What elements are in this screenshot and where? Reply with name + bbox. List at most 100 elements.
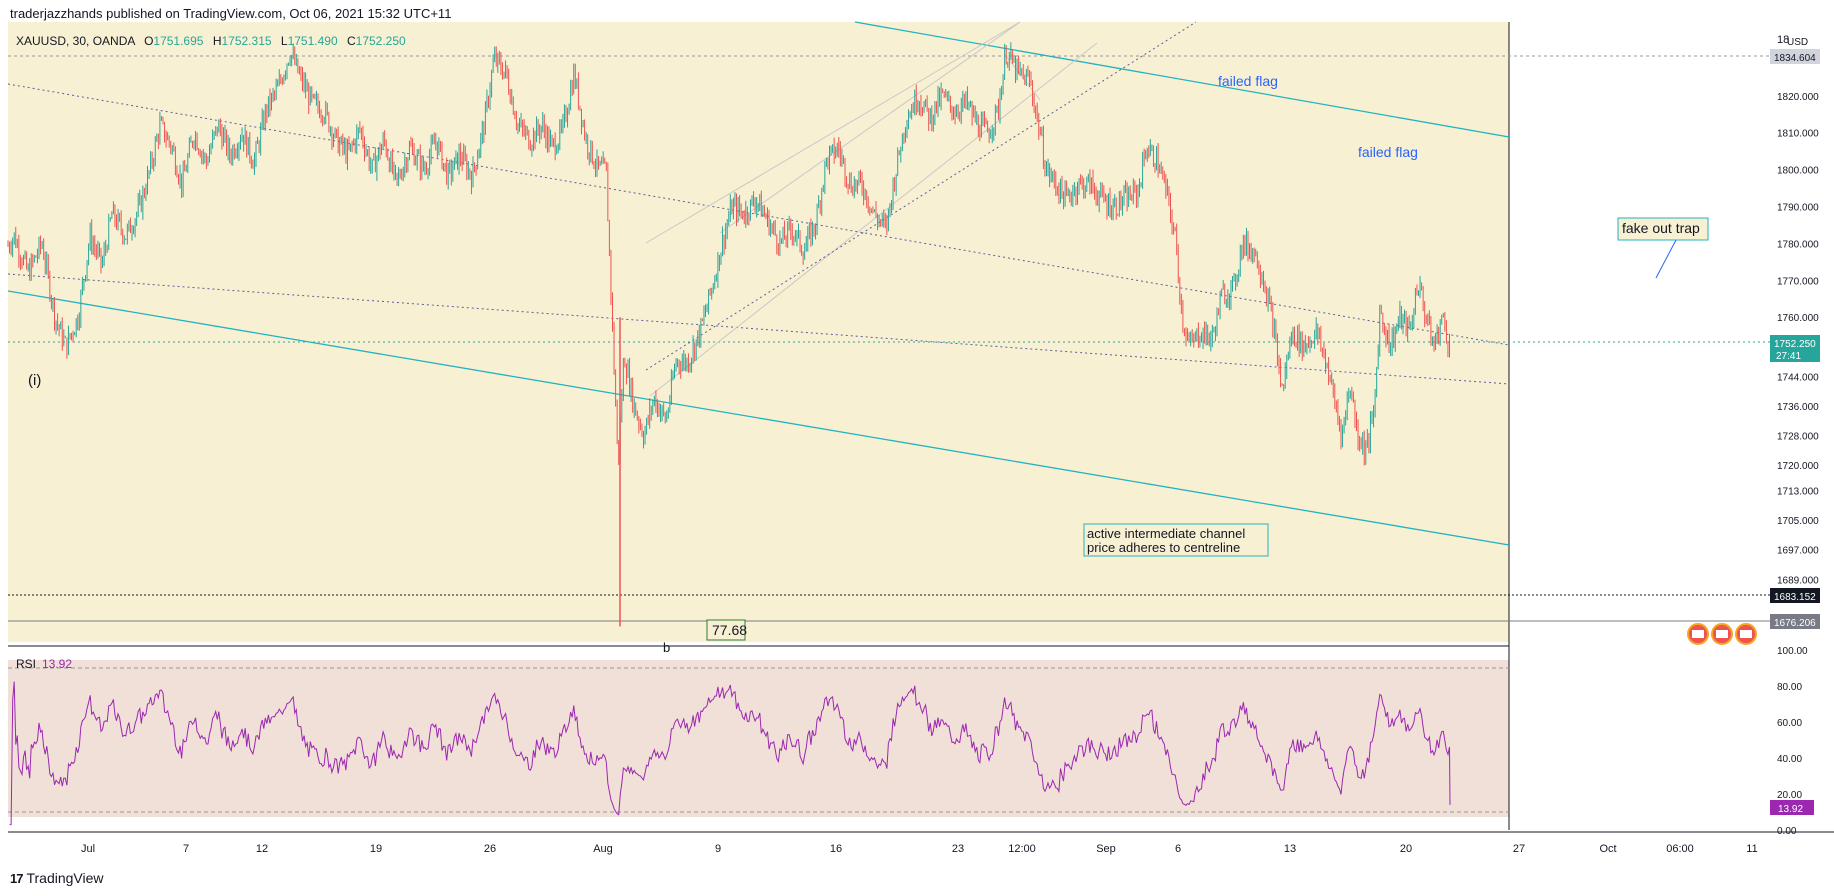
svg-text:27:41: 27:41 [1776, 351, 1801, 362]
time-axis-tick: 27 [1513, 843, 1525, 855]
time-axis-tick: 20 [1400, 843, 1412, 855]
svg-text:1676.206: 1676.206 [1774, 618, 1816, 629]
time-axis-tick: 26 [484, 843, 496, 855]
svg-text:1683.152: 1683.152 [1774, 592, 1816, 603]
open-label: O [144, 34, 153, 48]
time-axis-tick: 06:00 [1666, 843, 1694, 855]
time-axis-tick: 13 [1284, 843, 1296, 855]
economic-events-icons[interactable] [1687, 623, 1757, 645]
price-axis-tick: 1728.000 [1777, 431, 1819, 442]
time-axis-tick: Aug [593, 843, 613, 855]
close-label: C [347, 34, 356, 48]
trendline-median[interactable] [7, 273, 1510, 385]
rsi-current-value: 13.92 [42, 657, 72, 671]
open-value: 1751.695 [153, 34, 203, 48]
y-top-partial: 18 [1777, 34, 1789, 46]
annotation-fake-out-trap[interactable]: fake out trap [1617, 217, 1709, 279]
price-pane-bg [8, 22, 1509, 642]
rsi-axis-tick: 60.00 [1777, 718, 1802, 729]
svg-text:1834.604: 1834.604 [1774, 53, 1816, 64]
price-axis-tick: 1770.000 [1777, 276, 1819, 287]
footer-brand-text: TradingView [26, 870, 104, 886]
price-axis-tick: 1820.000 [1777, 92, 1819, 103]
currency-label: USD [1787, 37, 1808, 48]
time-axis-tick: 6 [1175, 843, 1181, 855]
trendline-channel[interactable] [854, 21, 1510, 138]
trendline-parallel[interactable] [649, 42, 1098, 397]
active-channel-line-1: active intermediate channel [1087, 526, 1245, 541]
price-axis-tick: 1689.000 [1777, 575, 1819, 586]
time-axis-tick: Jul [81, 843, 95, 855]
symbol-info[interactable]: XAUUSD, 30, OANDA O1751.695 H1752.315 L1… [16, 34, 406, 48]
price-axis-tick: 1810.000 [1777, 129, 1819, 140]
active-channel-box [1083, 523, 1269, 557]
fake-out-trap-text: fake out trap [1622, 220, 1700, 236]
rsi-axis-tick: 20.00 [1777, 790, 1802, 801]
price-axis-tick: 1800.000 [1777, 166, 1819, 177]
annotation-77-68[interactable]: 77.68 [706, 619, 747, 641]
high-label: H [213, 34, 222, 48]
low-value: 1751.490 [288, 34, 338, 48]
fake-out-trap-pointer [1655, 239, 1677, 279]
rsi-axis-tick: 0.00 [1777, 826, 1797, 837]
trendline-channel[interactable] [7, 290, 1510, 546]
svg-text:1752.250: 1752.250 [1774, 339, 1816, 350]
axis-layer: 1830.0001820.0001810.0001800.0001790.000… [81, 55, 1819, 855]
time-axis-tick: 16 [830, 843, 842, 855]
trendlines-layer [7, 21, 1510, 546]
trendline-dotted[interactable] [645, 21, 1197, 371]
grid-layer [8, 55, 1770, 622]
trendline-parallel[interactable] [719, 21, 1021, 234]
high-level-tag: 1834.604 [1770, 49, 1820, 64]
annotation-failed-flag-2[interactable]: failed flag [1358, 144, 1418, 160]
annotation-active-channel[interactable]: active intermediate channel price adhere… [1083, 523, 1269, 557]
svg-text:13.92: 13.92 [1778, 804, 1803, 815]
price-axis-tick: 1760.000 [1777, 313, 1819, 324]
trendline-parallel[interactable] [645, 21, 1021, 244]
rsi-title[interactable]: RSI [16, 657, 36, 671]
high-value: 1752.315 [221, 34, 271, 48]
active-channel-line-2: price adheres to centreline [1087, 540, 1240, 555]
footer-brand[interactable]: 17 TradingView [10, 870, 104, 886]
rsi-axis-tick: 40.00 [1777, 754, 1802, 765]
candles-layer [7, 42, 1450, 627]
wave-label-i[interactable]: (i) [28, 372, 41, 389]
level-tag-low: 1676.206 [1770, 614, 1820, 629]
rsi-value-tag: 13.92 [1770, 800, 1814, 815]
price-axis-tick: 1713.000 [1777, 487, 1819, 498]
price-axis-tick: 1736.000 [1777, 402, 1819, 413]
time-axis-tick: 9 [715, 843, 721, 855]
wave-label-b[interactable]: b [663, 640, 670, 655]
time-axis-tick: 12:00 [1008, 843, 1036, 855]
price-axis-tick: 1780.000 [1777, 239, 1819, 250]
price-axis-tick: 1720.000 [1777, 461, 1819, 472]
time-axis-tick: 11 [1746, 843, 1757, 855]
time-axis-tick: 23 [952, 843, 964, 855]
low-marker-box [706, 619, 746, 641]
time-axis-tick: 19 [370, 843, 382, 855]
low-marker-text: 77.68 [712, 622, 747, 638]
rsi-axis-tick: 100.00 [1777, 646, 1808, 657]
trendline-median[interactable] [7, 83, 1510, 346]
low-label: L [281, 34, 288, 48]
rsi-line [9, 681, 1451, 826]
time-axis-tick: 7 [183, 843, 189, 855]
tradingview-logo-icon: 17 [10, 870, 24, 886]
annotation-failed-flag-1[interactable]: failed flag [1218, 73, 1278, 89]
price-axis-tick: 1705.000 [1777, 516, 1819, 527]
rsi-band [8, 660, 1509, 817]
rsi-layer [8, 667, 1509, 826]
time-axis-tick: 12 [256, 843, 268, 855]
symbol-name: XAUUSD, 30, OANDA [16, 34, 135, 48]
price-axis-tick: 1744.000 [1777, 372, 1819, 383]
close-value: 1752.250 [356, 34, 406, 48]
level-tag-mid: 1683.152 [1770, 588, 1820, 603]
fake-out-trap-box [1617, 217, 1709, 241]
publisher-header: traderjazzhands published on TradingView… [10, 6, 452, 21]
price-axis-tick: 1790.000 [1777, 203, 1819, 214]
last-price-tag: 1752.250 27:41 [1770, 335, 1820, 362]
time-axis-tick: Sep [1096, 843, 1116, 855]
price-axis-tick: 1697.000 [1777, 546, 1819, 557]
time-axis-tick: Oct [1599, 843, 1616, 855]
